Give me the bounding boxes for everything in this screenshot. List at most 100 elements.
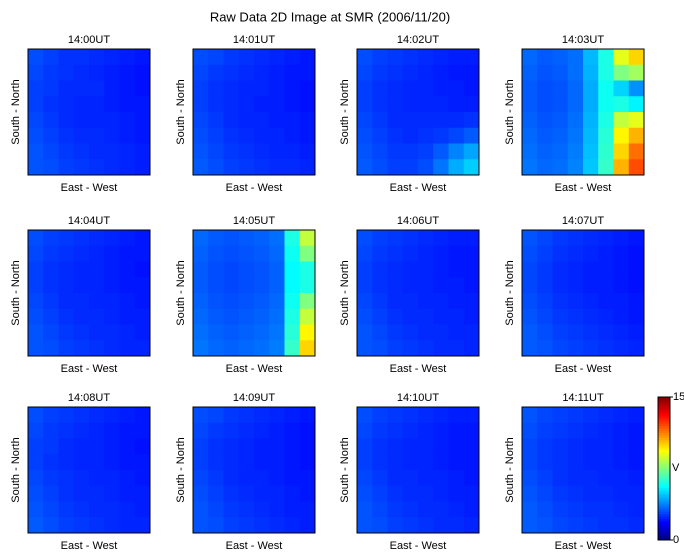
heat-cell: [552, 454, 569, 471]
heat-cell: [43, 324, 59, 341]
heat-cell: [583, 485, 599, 502]
heat-cell: [613, 96, 630, 113]
heat-cell: [522, 245, 538, 262]
heat-cell: [583, 159, 599, 176]
heat-cell: [418, 127, 434, 144]
heat-cell: [269, 501, 285, 518]
colorbar-swatch: [658, 439, 670, 443]
heat-cell: [73, 80, 90, 97]
heat-cell: [208, 422, 224, 439]
heat-cell: [448, 80, 465, 97]
heat-cell: [254, 277, 270, 294]
heat-cell: [402, 245, 419, 262]
heat-cell: [208, 454, 224, 471]
heat-cell: [223, 485, 240, 502]
heat-cell: [299, 438, 316, 455]
panel-frame: [192, 406, 316, 534]
heat-cell: [387, 80, 404, 97]
heat-cell: [89, 308, 105, 325]
heat-cell: [208, 80, 224, 97]
heat-cell: [254, 501, 270, 518]
heat-cell: [269, 438, 285, 455]
heat-cell: [448, 64, 465, 81]
colorbar-swatch: [658, 418, 670, 422]
heat-cell: [119, 407, 136, 424]
heat-cell: [73, 293, 90, 310]
heat-cell: [223, 245, 240, 262]
heat-cell: [567, 96, 584, 113]
heat-cell: [357, 340, 373, 357]
heat-cell: [418, 407, 434, 424]
colorbar-swatch: [658, 487, 670, 491]
heat-cell: [463, 261, 480, 278]
heat-cell: [598, 324, 614, 341]
colorbar-swatch: [658, 454, 670, 457]
heat-cell: [134, 324, 151, 341]
heat-cell: [372, 64, 388, 81]
heat-cell: [223, 127, 240, 144]
colorbar-swatch: [658, 499, 670, 503]
heat-cell: [433, 112, 449, 129]
heat-cell: [522, 277, 538, 294]
heat-cell: [552, 230, 569, 247]
heat-cell: [387, 49, 404, 66]
heat-cell: [58, 159, 75, 176]
heat-cell: [28, 245, 44, 262]
heat-cell: [522, 96, 538, 113]
heat-cell: [433, 277, 449, 294]
heat-cell: [58, 438, 75, 455]
heat-cell: [402, 159, 419, 176]
heat-cell: [223, 277, 240, 294]
heat-cell: [104, 245, 120, 262]
heat-cell: [134, 422, 151, 439]
heat-cell: [433, 245, 449, 262]
heat-cell: [89, 261, 105, 278]
heat-cell: [433, 501, 449, 518]
heat-cell: [537, 470, 553, 487]
heat-cell: [537, 422, 553, 439]
heat-cell: [613, 159, 630, 176]
x-axis-label: East - West: [390, 182, 447, 194]
heat-cell: [89, 143, 105, 160]
heat-cell: [284, 407, 301, 424]
heat-cell: [58, 501, 75, 518]
heat-cell: [628, 277, 645, 294]
heat-cell: [43, 422, 59, 439]
x-axis-label: East - West: [61, 540, 118, 552]
heat-cell: [208, 64, 224, 81]
heat-cell: [537, 64, 553, 81]
y-axis-label: South - North: [175, 437, 187, 502]
heat-cell: [43, 159, 59, 176]
x-axis-label: East - West: [226, 182, 283, 194]
heat-cell: [357, 143, 373, 160]
heat-cell: [223, 501, 240, 518]
panel-frame: [27, 48, 151, 176]
heat-cell: [269, 470, 285, 487]
heat-cell: [299, 454, 316, 471]
heat-cell: [238, 127, 255, 144]
heat-cell: [223, 293, 240, 310]
heat-cell: [537, 261, 553, 278]
heat-cell: [134, 143, 151, 160]
heat-cell: [208, 96, 224, 113]
heat-cell: [28, 324, 44, 341]
panel-frame: [356, 406, 480, 534]
heat-cell: [28, 80, 44, 97]
heat-cell: [448, 454, 465, 471]
colorbar-swatch: [658, 449, 670, 453]
heat-cell: [433, 143, 449, 160]
heat-cell: [89, 422, 105, 439]
heat-cell: [28, 277, 44, 294]
heat-cell: [433, 80, 449, 97]
heat-cell: [567, 80, 584, 97]
heat-cell: [537, 517, 553, 534]
heat-cell: [598, 422, 614, 439]
heat-cell: [567, 277, 584, 294]
x-axis-label: East - West: [390, 363, 447, 375]
heat-cell: [299, 470, 316, 487]
heat-cell: [628, 245, 645, 262]
heat-cell: [598, 127, 614, 144]
heat-cell: [418, 293, 434, 310]
heat-cell: [238, 422, 255, 439]
heat-cell: [463, 407, 480, 424]
